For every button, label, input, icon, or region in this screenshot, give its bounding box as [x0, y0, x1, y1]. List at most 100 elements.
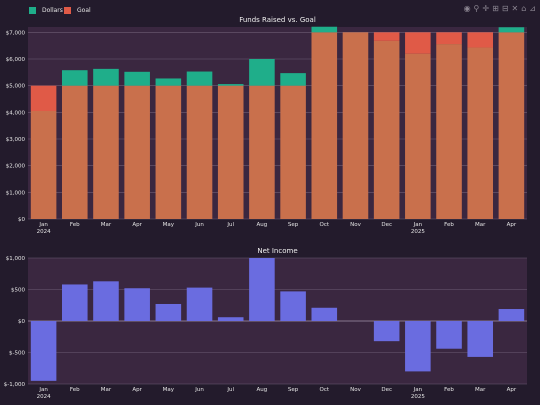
bar-net-income-0 — [30, 321, 57, 381]
bar-net-income-12 — [405, 321, 431, 372]
camera-icon[interactable]: ◉ — [463, 4, 471, 13]
x-tick-label-0-15: Apr — [507, 222, 517, 228]
bar-overlap-mar-14 — [467, 47, 494, 220]
bar-net-income-13 — [436, 321, 462, 349]
bar-overlap-nov-10 — [342, 32, 369, 220]
bar-goal-shortfall-12 — [405, 32, 431, 54]
x-tick-label-1-3: Apr — [132, 387, 142, 393]
bar-dollars-excess-7 — [249, 59, 275, 86]
bar-goal-shortfall-0 — [30, 85, 57, 111]
bar-goal-shortfall-14 — [467, 32, 494, 48]
x-tick-label-1-5: Jun — [194, 387, 204, 393]
chart-title-0: Funds Raised vs. Goal — [239, 16, 316, 24]
bar-dollars-excess-6 — [217, 84, 244, 86]
x-tick-label-1-1: Feb — [70, 387, 80, 393]
bar-goal-shortfall-11 — [373, 32, 400, 41]
x-tick-label-0-0: Jan — [38, 222, 48, 228]
y-tick-label-1-3: $500 — [11, 288, 25, 294]
bar-net-income-14 — [467, 321, 494, 357]
x-tick-label-0-8: Sep — [288, 222, 299, 228]
x-tick-label-1-0-year: 2024 — [37, 394, 51, 400]
x-tick-label-1-13: Feb — [444, 387, 454, 393]
pan-icon[interactable]: ✛ — [482, 4, 490, 13]
bar-net-income-7 — [249, 258, 275, 321]
bar-overlap-apr-15 — [498, 32, 525, 220]
x-tick-label-1-8: Sep — [288, 387, 299, 393]
x-tick-label-0-0-year: 2024 — [37, 229, 51, 235]
bar-net-income-3 — [124, 288, 150, 321]
autoscale-icon[interactable]: ✕ — [511, 4, 519, 13]
x-tick-label-0-1: Feb — [70, 222, 80, 228]
bar-dollars-excess-8 — [280, 73, 306, 86]
bar-overlap-jan-2024-0 — [30, 111, 57, 219]
y-tick-label-0-7: $7,000 — [6, 30, 26, 36]
bar-net-income-15 — [498, 309, 525, 321]
x-tick-label-1-2: Mar — [101, 387, 112, 393]
legend-swatch-goal — [64, 7, 71, 14]
x-tick-label-1-15: Apr — [507, 387, 517, 393]
x-tick-label-1-12-year: 2025 — [411, 394, 425, 400]
y-tick-label-1-0: $-1,000 — [4, 382, 26, 388]
bar-net-income-1 — [61, 284, 88, 321]
legend-item-dollars[interactable]: Dollars — [29, 7, 63, 14]
x-tick-label-1-12: Jan — [413, 387, 423, 393]
zoom-out-icon[interactable]: ⊟ — [501, 4, 509, 13]
plotly-logo-icon[interactable]: ⊿ — [529, 4, 536, 13]
bar-net-income-5 — [186, 287, 213, 321]
bar-overlap-jan-2025-12 — [405, 53, 431, 219]
bar-overlap-mar-2 — [93, 85, 119, 220]
legend-item-goal[interactable]: Goal — [64, 7, 91, 14]
x-tick-label-0-7: Aug — [257, 222, 268, 228]
x-tick-label-1-11: Dec — [381, 387, 392, 393]
x-tick-label-0-5: Jun — [194, 222, 204, 228]
bar-overlap-may-4 — [155, 85, 182, 220]
bar-overlap-sep-8 — [280, 85, 306, 220]
x-tick-label-1-9: Oct — [320, 387, 330, 393]
bar-dollars-excess-9 — [311, 26, 338, 33]
bar-overlap-dec-11 — [373, 40, 400, 219]
x-tick-label-0-3: Apr — [132, 222, 142, 228]
y-tick-label-0-4: $4,000 — [6, 110, 26, 116]
x-tick-label-1-10: Nov — [350, 387, 361, 393]
x-tick-label-1-4: May — [163, 387, 175, 393]
chart-title-1: Net Income — [257, 247, 297, 255]
bar-overlap-feb-13 — [436, 44, 462, 219]
bar-net-income-4 — [155, 303, 182, 321]
zoom-icon[interactable]: ⚲ — [473, 4, 480, 13]
bar-dollars-excess-4 — [155, 78, 182, 86]
bar-net-income-8 — [280, 291, 306, 321]
bar-overlap-aug-7 — [249, 85, 275, 220]
zoom-in-icon[interactable]: ⊞ — [492, 4, 499, 13]
x-tick-label-0-4: May — [163, 222, 175, 228]
bar-dollars-excess-2 — [93, 68, 119, 86]
x-tick-label-0-2: Mar — [101, 222, 112, 228]
y-tick-label-0-5: $5,000 — [6, 84, 26, 90]
bar-dollars-excess-5 — [186, 71, 213, 86]
bar-net-income-9 — [311, 307, 338, 321]
x-tick-label-0-13: Feb — [444, 222, 454, 228]
x-tick-label-0-10: Nov — [350, 222, 361, 228]
legend-label-goal: Goal — [77, 7, 91, 14]
y-tick-label-1-1: $-500 — [9, 351, 25, 357]
x-tick-label-0-6: Jul — [226, 222, 234, 228]
bar-overlap-apr-3 — [124, 85, 150, 220]
y-tick-label-0-3: $3,000 — [6, 137, 26, 143]
x-tick-label-0-12-year: 2025 — [411, 229, 425, 235]
bar-goal-shortfall-13 — [436, 32, 462, 45]
legend-swatch-dollars — [29, 7, 36, 14]
bar-overlap-feb-1 — [61, 85, 88, 220]
x-tick-label-1-6: Jul — [226, 387, 234, 393]
bar-overlap-jun-5 — [186, 85, 213, 220]
y-tick-label-1-2: $0 — [18, 319, 25, 325]
bar-overlap-oct-9 — [311, 32, 338, 220]
y-tick-label-1-4: $1,000 — [6, 256, 26, 262]
x-tick-label-1-0: Jan — [38, 387, 48, 393]
x-tick-label-0-11: Dec — [381, 222, 392, 228]
y-tick-label-0-2: $2,000 — [6, 164, 26, 170]
home-icon[interactable]: ⌂ — [521, 4, 527, 13]
y-tick-label-0-1: $1,000 — [6, 190, 26, 196]
x-tick-label-1-14: Mar — [475, 387, 486, 393]
bar-net-income-2 — [93, 281, 119, 321]
bar-net-income-11 — [373, 321, 400, 342]
